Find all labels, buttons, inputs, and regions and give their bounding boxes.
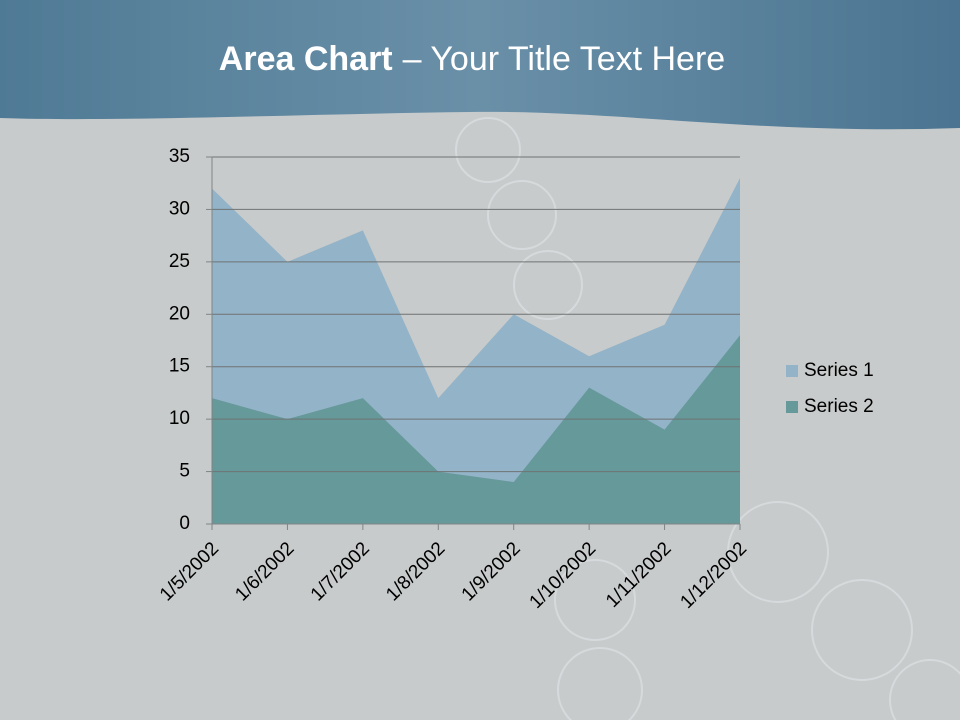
title-bold: Area Chart	[218, 40, 393, 78]
x-tick-label: 1/12/2002	[676, 538, 751, 613]
x-tick-label: 1/8/2002	[382, 538, 449, 605]
y-tick-label: 20	[169, 303, 190, 324]
y-tick-label: 35	[169, 146, 190, 167]
background-decoration	[455, 117, 960, 720]
area	[212, 335, 740, 524]
x-tick-label: 1/5/2002	[156, 538, 223, 605]
y-tick-label: 5	[179, 461, 190, 482]
legend-swatch	[786, 401, 798, 413]
x-tick-label: 1/9/2002	[458, 538, 525, 605]
y-tick-label: 15	[169, 356, 190, 377]
title-rest: – Your Title Text Here	[402, 40, 726, 78]
slide-title: Area Chart – Your Title Text Here	[0, 40, 944, 79]
legend-label: Series 2	[804, 396, 874, 417]
x-tick-label: 1/7/2002	[307, 538, 374, 605]
y-tick-label: 25	[169, 251, 190, 272]
header-band	[0, 0, 960, 130]
y-tick-label: 10	[169, 408, 190, 429]
x-tick-label: 1/11/2002	[602, 538, 676, 612]
y-tick-label: 30	[169, 198, 190, 219]
x-tick-label: 1/10/2002	[526, 538, 601, 613]
legend-swatch	[786, 365, 798, 377]
legend-label: Series 1	[804, 360, 874, 381]
y-tick-label: 0	[179, 513, 190, 534]
x-tick-label: 1/6/2002	[231, 538, 298, 605]
